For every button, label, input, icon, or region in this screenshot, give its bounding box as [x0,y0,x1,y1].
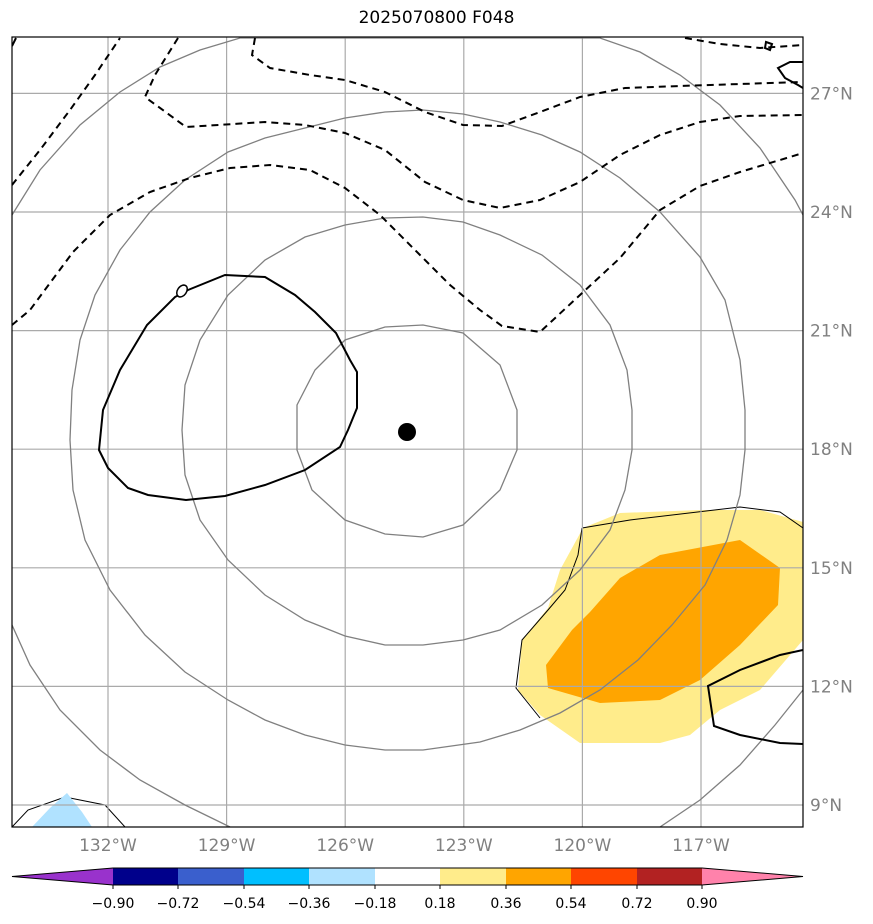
gridlines [12,37,803,827]
solid-contour-low [97,273,358,502]
colorbar-segment [309,868,375,885]
colorbar-tick-label: 0.72 [621,896,652,912]
solid-contours [12,37,803,745]
colorbar [11,867,804,886]
latitude-label: 18°N [810,440,853,460]
small-closed-contour [176,284,188,298]
colorbar-tick-label: 0.54 [555,896,586,912]
longitude-labels: 132°W 129°W 126°W 123°W 120°W 117°W [79,836,730,856]
longitude-label: 132°W [79,836,137,856]
colorbar-tick-label: −0.90 [92,896,135,912]
solid-contour-northeast [776,61,803,89]
colorbar-tick-label: −0.72 [157,896,200,912]
colorbar-segment [12,868,113,885]
thin-outline-east [515,506,803,719]
dashed-contour-4 [250,37,803,128]
plot-area [12,37,803,827]
range-ring-2 [181,216,633,646]
colorbar-tick-label: 0.90 [686,896,717,912]
dashed-contour-2 [143,37,803,210]
colorbar-labels: −0.90 −0.72 −0.54 −0.36 −0.18 0.18 0.36 0.54 0.7… [92,885,718,912]
colorbar-tick-label: 0.18 [424,896,455,912]
latitude-labels: 27°N 24°N 21°N 18°N 15°N 12°N 9°N [810,84,853,816]
colorbar-segment [113,868,178,885]
dashed-contour-1 [12,37,121,186]
light-blue-blob [32,793,92,827]
map-frame [11,36,804,828]
longitude-label: 123°W [435,836,493,856]
colorbar-tick-label: 0.36 [490,896,521,912]
dashed-contours [12,37,803,334]
solid-contour-tiny [763,40,774,52]
longitude-label: 126°W [316,836,374,856]
range-ring-3 [69,109,746,751]
colorbar-segment [506,868,571,885]
range-ring-1 [296,324,518,538]
latitude-label: 12°N [810,677,853,697]
colorbar-segment [637,868,702,885]
latitude-label: 15°N [810,559,853,579]
colorbar-segment [440,868,506,885]
longitude-label: 129°W [198,836,256,856]
solid-contour-top-left [12,37,17,47]
colorbar-segment [178,868,244,885]
range-ring-4-lower [12,624,803,827]
colorbar-tick-label: −0.18 [354,896,397,912]
range-ring-4 [12,37,803,216]
latitude-label: 21°N [810,322,853,342]
latitude-label: 9°N [810,796,842,816]
dashed-contour-5 [684,37,803,50]
dashed-contour-3 [12,152,803,334]
storm-center-marker [398,423,416,441]
colorbar-segment [244,868,309,885]
colorbar-segment [702,868,803,885]
latitude-label: 27°N [810,84,853,104]
longitude-label: 120°W [554,836,612,856]
shading-orange [546,540,780,703]
colorbar-segment [571,868,637,885]
solid-contour-southeast [706,649,803,745]
colorbar-tick-label: −0.54 [223,896,266,912]
longitude-label: 117°W [672,836,730,856]
colorbar-tick-label: −0.36 [288,896,331,912]
colorbar-segment [375,868,440,885]
latitude-label: 24°N [810,203,853,223]
map-title: 2025070800 F048 [358,8,515,28]
